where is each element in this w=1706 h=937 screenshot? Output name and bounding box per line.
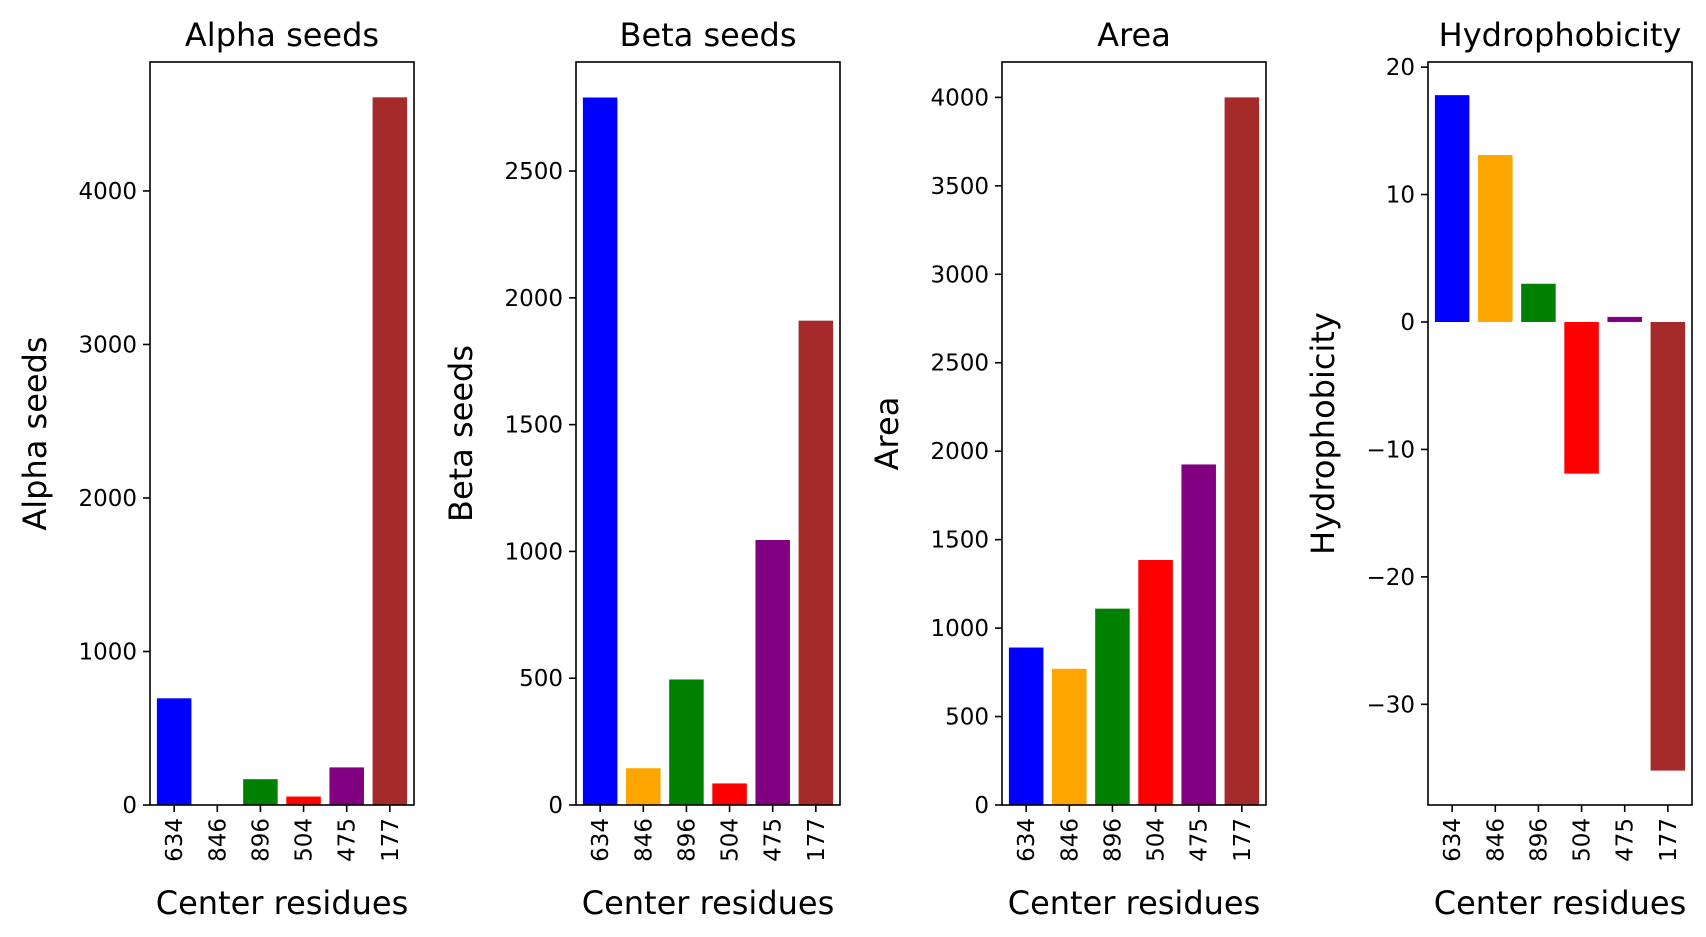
bar-634 [1434,95,1470,322]
y-tick-label: 1000 [930,616,989,642]
y-tick-label: 1000 [78,639,137,665]
y-axis-label: Alpha seeds [16,336,54,530]
x-tick-label: 896 [674,818,700,862]
subplot-4: −30 −20 −10 0 10 20 634 846 896 504 475 177 Hydropho… [1304,16,1693,922]
y-tick-label: 3500 [930,174,989,200]
chart-title: Alpha seeds [185,16,379,54]
bar-177 [372,97,408,805]
y-tick-label: 20 [1386,55,1415,81]
y-tick-label: −10 [1366,437,1415,463]
x-tick-label: 896 [248,818,274,862]
bar-177 [798,320,834,805]
x-tick-label: 177 [1656,818,1682,862]
y-tick-label: 3000 [78,332,137,358]
x-tick-label: 846 [1057,818,1083,862]
chart-title: Area [1097,16,1171,54]
y-tick-label: 2000 [504,286,563,312]
x-axis-label: Center residues [1434,884,1687,922]
x-axis-label: Center residues [1008,884,1261,922]
bar-475 [755,540,790,805]
x-tick-label: 475 [1613,818,1639,862]
x-tick-label: 846 [205,818,231,862]
bar-475 [329,767,364,805]
y-tick-label: 4000 [78,179,137,205]
x-tick-label: 634 [588,818,614,862]
bar-896 [243,779,278,805]
x-tick-label: 896 [1100,818,1126,862]
y-axis-label: Beta seeds [442,345,480,522]
y-tick-label: 2500 [504,159,563,185]
y-tick-label: 2500 [930,351,989,377]
bar-846 [1478,155,1513,322]
bar-504 [712,783,747,805]
x-tick-label: 504 [1144,818,1170,862]
bar-896 [1521,283,1556,322]
x-tick-label: 177 [1230,818,1256,862]
x-tick-label: 634 [1014,818,1040,862]
plot-frame [1427,61,1693,806]
y-tick-label: 3000 [930,262,989,288]
y-tick-label: 1000 [504,539,563,565]
x-tick-label: 475 [761,818,787,862]
y-tick-label: 0 [548,793,563,819]
x-tick-label: 475 [1187,818,1213,862]
y-tick-label: 1500 [504,413,563,439]
x-tick-label: 177 [804,818,830,862]
plot-frame [575,61,841,806]
bar-634 [1008,647,1044,805]
x-tick-label: 504 [1570,818,1596,862]
bar-475 [1181,464,1216,805]
y-tick-label: 500 [945,705,989,731]
bar-177 [1650,321,1686,771]
x-tick-label: 475 [335,818,361,862]
bar-504 [1138,559,1173,805]
y-tick-label: 0 [122,793,137,819]
y-tick-label: −20 [1366,565,1415,591]
y-tick-label: 0 [1400,310,1415,336]
bar-896 [1095,608,1130,805]
y-tick-label: 0 [974,793,989,819]
y-axis-label: Hydrophobicity [1304,312,1342,555]
bar-634 [156,698,192,805]
x-tick-label: 504 [292,818,318,862]
bar-896 [669,679,704,805]
y-tick-label: −30 [1366,692,1415,718]
x-tick-label: 634 [1440,818,1466,862]
y-tick-label: 2000 [78,486,137,512]
bar-504 [286,796,321,805]
bar-846 [626,768,661,805]
x-tick-label: 634 [162,818,188,862]
bar-634 [582,97,618,805]
bar-504 [1564,321,1599,474]
x-tick-label: 504 [718,818,744,862]
subplot-2: 0 500 1000 1500 2000 2500 634 846 896 504 475 177 Be… [442,16,841,922]
x-tick-label: 896 [1526,818,1552,862]
subplot-3: 0 500 1000 1500 2000 2500 3000 3500 4000 634 846 89… [868,16,1267,922]
y-tick-label: 1500 [930,528,989,554]
y-tick-label: 10 [1386,183,1415,209]
y-axis-label: Area [868,397,906,471]
x-axis-label: Center residues [582,884,835,922]
chart-title: Beta seeds [620,16,797,54]
bar-846 [1052,668,1087,805]
bar-475 [1607,316,1642,322]
y-tick-label: 2000 [930,439,989,465]
subplot-1: 0 1000 2000 3000 4000 634 846 896 504 475 177 Alpha… [16,16,415,922]
x-tick-label: 846 [631,818,657,862]
plot-frame [149,61,415,806]
chart-title: Hydrophobicity [1439,16,1682,54]
bar-177 [1224,97,1260,805]
plot-frame [1001,61,1267,806]
x-tick-label: 177 [378,818,404,862]
y-tick-label: 4000 [930,85,989,111]
x-tick-label: 846 [1483,818,1509,862]
y-tick-label: 500 [519,666,563,692]
x-axis-label: Center residues [156,884,409,922]
